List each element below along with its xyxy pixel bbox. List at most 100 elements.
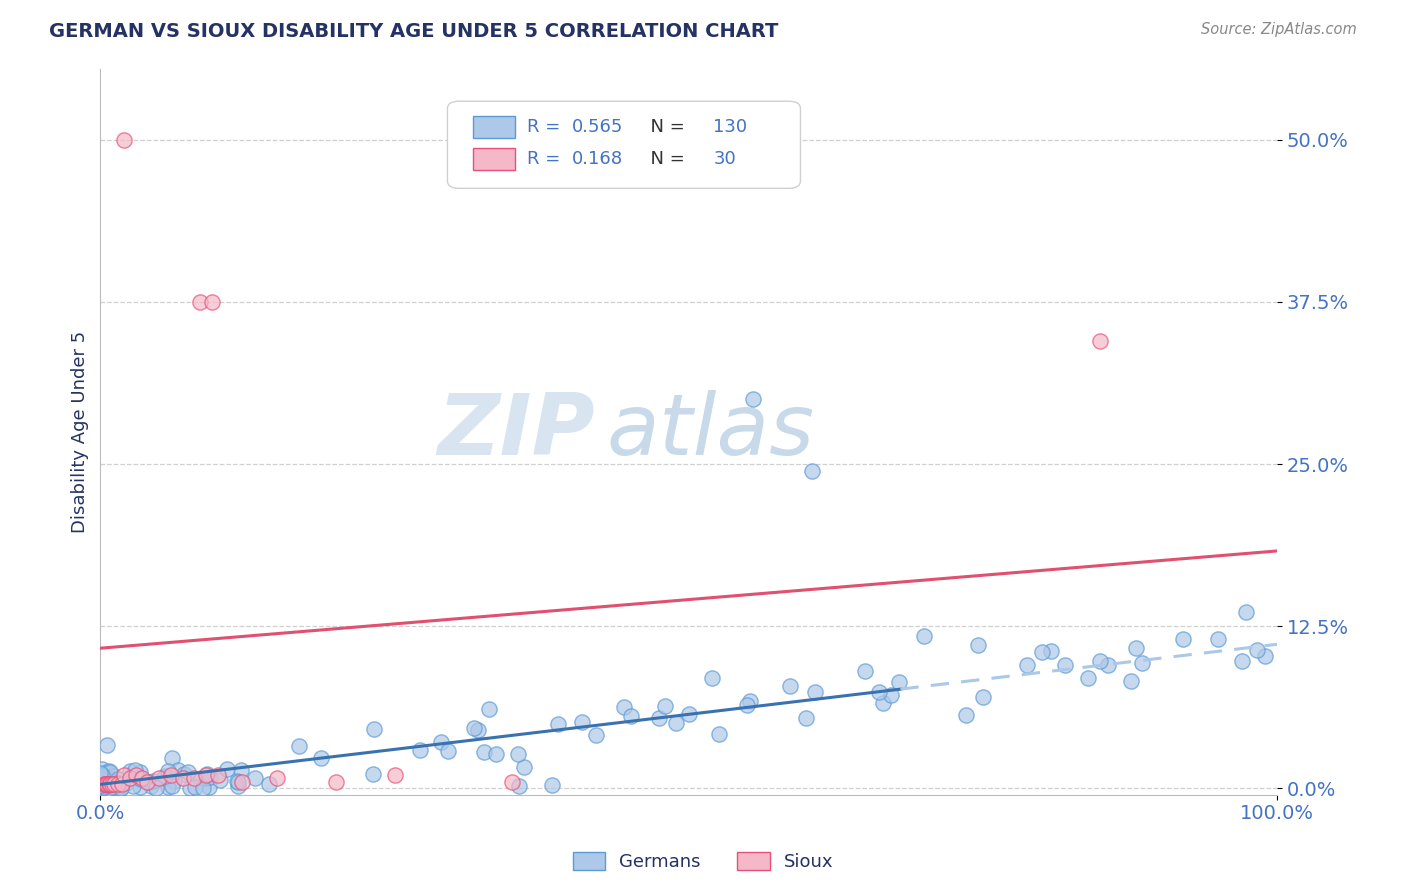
Point (408, 743, 430, 757)
Point (129, 772, 152, 787)
Point (437, 743, 460, 757)
Point (1125, 641, 1147, 656)
Point (162, 773, 184, 788)
Point (702, 671, 724, 685)
Point (131, 771, 153, 785)
Point (226, 779, 249, 793)
Point (162, 779, 184, 793)
Point (1230, 654, 1253, 668)
Point (91, 767, 114, 781)
Point (967, 639, 990, 653)
Point (1234, 605, 1257, 619)
Point (129, 772, 152, 787)
Point (152, 772, 174, 786)
Point (472, 745, 495, 759)
Point (912, 629, 935, 643)
Point (96, 777, 118, 791)
Point (191, 780, 214, 795)
Point (198, 770, 221, 784)
Point (118, 771, 141, 785)
Point (620, 708, 643, 723)
Point (89, 765, 111, 780)
Point (107, 777, 129, 791)
Text: 0.168: 0.168 (572, 150, 623, 169)
Point (872, 696, 894, 710)
Point (257, 776, 280, 790)
FancyBboxPatch shape (447, 101, 800, 188)
Point (129, 764, 152, 779)
Point (384, 768, 406, 782)
Point (266, 771, 288, 785)
Point (501, 774, 523, 789)
Point (613, 700, 636, 714)
Point (157, 764, 180, 779)
Point (107, 772, 129, 786)
Point (709, 727, 731, 741)
Point (1130, 656, 1153, 670)
Point (89, 778, 111, 792)
Point (229, 763, 252, 777)
Point (880, 688, 903, 702)
Point (103, 769, 125, 783)
Text: R =: R = (527, 150, 572, 169)
Text: N =: N = (640, 118, 690, 136)
Point (153, 769, 176, 783)
Legend: Germans, Sioux: Germans, Sioux (565, 846, 841, 879)
Point (1031, 645, 1053, 659)
Point (955, 708, 977, 723)
Text: ZIP: ZIP (437, 390, 595, 473)
Point (1119, 673, 1142, 688)
Point (209, 772, 232, 787)
Text: 30: 30 (713, 150, 737, 169)
Point (195, 768, 218, 782)
Point (288, 739, 311, 753)
Point (96, 739, 118, 753)
Point (96, 764, 118, 779)
Point (98, 777, 121, 791)
Point (110, 781, 132, 796)
Point (172, 771, 194, 785)
Point (207, 768, 229, 782)
Text: 0.565: 0.565 (572, 118, 623, 136)
Point (429, 735, 451, 749)
Point (1054, 658, 1077, 673)
Text: N =: N = (640, 150, 696, 169)
Point (98, 764, 121, 778)
Point (779, 679, 801, 693)
Point (96, 778, 118, 792)
Point (226, 774, 249, 789)
Point (197, 780, 219, 794)
Point (160, 751, 183, 765)
Point (166, 763, 188, 777)
Point (90, 767, 112, 781)
Point (90, 779, 112, 793)
Point (97, 777, 120, 791)
Point (89, 771, 111, 785)
Text: R =: R = (527, 118, 567, 136)
Point (853, 664, 876, 678)
Point (195, 767, 218, 781)
Point (245, 771, 267, 785)
Point (678, 706, 700, 721)
Point (100, 772, 122, 787)
Point (91, 770, 114, 784)
Point (94, 777, 117, 791)
Text: Source: ZipAtlas.com: Source: ZipAtlas.com (1201, 22, 1357, 37)
Point (122, 779, 145, 793)
Point (103, 777, 125, 791)
Point (1097, 657, 1119, 672)
Point (142, 773, 165, 788)
Point (801, 464, 824, 478)
Point (1171, 632, 1194, 647)
Point (141, 779, 163, 793)
Point (124, 763, 146, 777)
Point (114, 776, 136, 790)
Point (654, 698, 676, 713)
Point (804, 685, 827, 699)
Point (231, 774, 253, 789)
Point (91, 768, 114, 782)
Point (124, 768, 146, 782)
Point (485, 747, 508, 761)
Point (101, 777, 124, 791)
Point (665, 715, 688, 730)
